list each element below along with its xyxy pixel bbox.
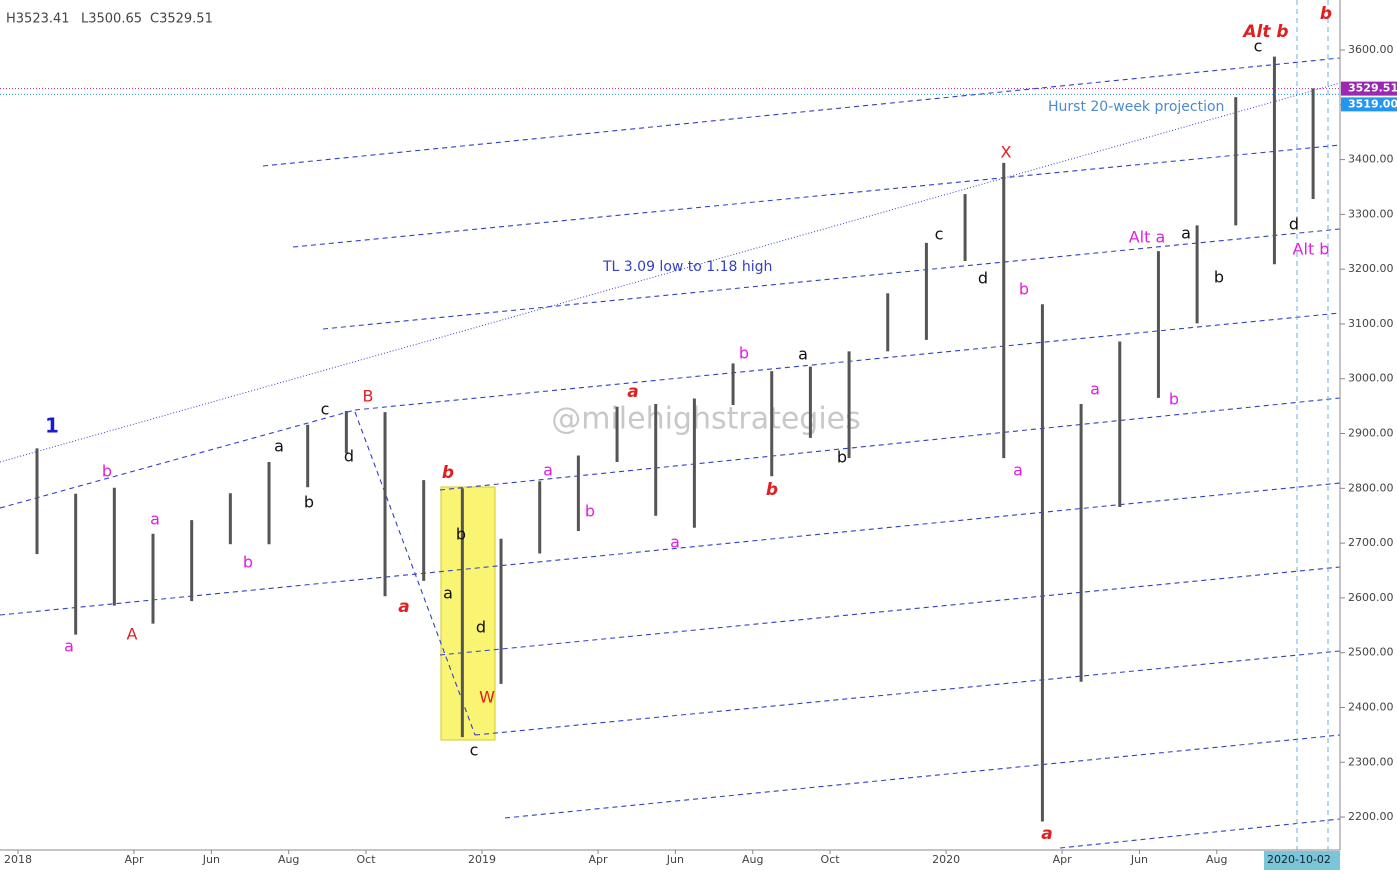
header-close: C3529.51 bbox=[150, 12, 213, 27]
wave-label: a bbox=[627, 382, 638, 402]
wave-label: b bbox=[837, 448, 847, 467]
y-tick-label: 3100.00 bbox=[1348, 317, 1394, 330]
wave-label: b bbox=[243, 553, 253, 572]
trend-note: TL 3.09 low to 1.18 high bbox=[602, 259, 772, 275]
wave-label: b bbox=[1019, 280, 1029, 299]
y-tick-label: 2300.00 bbox=[1348, 755, 1394, 768]
cursor-date: 2020-10-02 bbox=[1267, 853, 1331, 866]
wave-label: a bbox=[274, 437, 284, 456]
wave-label: b bbox=[456, 525, 466, 544]
x-tick-label: Apr bbox=[589, 853, 609, 866]
y-tick-label: 2700.00 bbox=[1348, 536, 1394, 549]
wave-label: Alt b bbox=[1293, 240, 1330, 259]
y-tick-label: 2400.00 bbox=[1348, 700, 1394, 713]
wave-label: Alt a bbox=[1129, 228, 1166, 247]
wave-label: X bbox=[1001, 143, 1012, 162]
wave-label: d bbox=[978, 269, 988, 288]
wave-label: a bbox=[1181, 224, 1191, 243]
y-tick-label: 2900.00 bbox=[1348, 427, 1394, 440]
wave-label: d bbox=[476, 618, 486, 637]
wave-label: 1 bbox=[45, 414, 59, 438]
highlight-box bbox=[440, 486, 496, 741]
wave-label: c bbox=[470, 741, 479, 760]
wave-label: b bbox=[102, 462, 112, 481]
wave-label: b bbox=[1214, 268, 1224, 287]
wave-label: c bbox=[935, 225, 944, 244]
x-tick-label: Aug bbox=[742, 853, 763, 866]
time-axis bbox=[0, 850, 1397, 870]
wave-label: a bbox=[150, 510, 160, 529]
x-tick-label: Apr bbox=[1053, 853, 1073, 866]
x-tick-label: Jun bbox=[666, 853, 684, 866]
x-tick-label: Aug bbox=[1206, 853, 1227, 866]
wave-label: a bbox=[1090, 380, 1100, 399]
trend-lines bbox=[0, 0, 1341, 850]
x-tick-label: 2019 bbox=[468, 853, 496, 866]
wave-label: a bbox=[443, 584, 453, 603]
y-tick-label: 2500.00 bbox=[1348, 646, 1394, 659]
wave-label: a bbox=[64, 637, 74, 656]
y-tick-label: 3300.00 bbox=[1348, 207, 1394, 220]
y-tick-label: 2600.00 bbox=[1348, 591, 1394, 604]
wave-label: b bbox=[585, 502, 595, 521]
y-tick-label: 3400.00 bbox=[1348, 153, 1394, 166]
wave-label: d bbox=[344, 447, 354, 466]
x-tick-label: Jun bbox=[1130, 853, 1148, 866]
y-tick-label: 3000.00 bbox=[1348, 372, 1394, 385]
wave-label: a bbox=[543, 461, 553, 480]
wave-label: A bbox=[127, 625, 138, 644]
price-marker-box bbox=[1341, 81, 1397, 96]
y-tick-label: 2200.00 bbox=[1348, 810, 1394, 823]
wave-label: b bbox=[766, 480, 778, 500]
x-tick-label: Apr bbox=[124, 853, 144, 866]
wave-label: b bbox=[442, 463, 454, 483]
wave-label: b bbox=[304, 493, 314, 512]
price-marker-label: 3519.00 bbox=[1348, 97, 1397, 110]
x-tick-label: 2020 bbox=[932, 853, 960, 866]
wave-label: Alt b bbox=[1241, 22, 1288, 42]
x-tick-label: Jun bbox=[202, 853, 220, 866]
watermark: @milehighstrategies bbox=[551, 402, 861, 437]
cursor-date-box bbox=[1264, 851, 1340, 870]
wave-label: a bbox=[1041, 824, 1052, 844]
wave-label: c bbox=[321, 400, 330, 419]
x-tick-label: Oct bbox=[821, 853, 841, 866]
header-low: L3500.65 bbox=[81, 12, 142, 27]
y-tick-label: 3200.00 bbox=[1348, 262, 1394, 275]
wave-label: a bbox=[398, 597, 409, 617]
wave-label: W bbox=[479, 688, 495, 707]
wave-label: B bbox=[363, 387, 374, 406]
header-high: H3523.41 bbox=[6, 12, 70, 27]
projection-note: Hurst 20-week projection bbox=[1048, 99, 1224, 115]
price-axis bbox=[1340, 0, 1397, 870]
x-tick-label: Aug bbox=[278, 853, 299, 866]
x-tick-label: Oct bbox=[357, 853, 377, 866]
wave-label: a bbox=[1013, 461, 1023, 480]
x-tick-label: 2018 bbox=[4, 853, 32, 866]
price-marker-box bbox=[1341, 97, 1397, 112]
wave-label: a bbox=[670, 533, 680, 552]
price-marker-label: 3529.51 bbox=[1348, 82, 1397, 95]
wave-label: b bbox=[1320, 4, 1332, 24]
wave-label: d bbox=[1289, 215, 1299, 234]
wave-label: c bbox=[1254, 37, 1263, 56]
wave-label: a bbox=[798, 345, 808, 364]
wave-label: b bbox=[739, 344, 749, 363]
wave-label: b bbox=[1169, 390, 1179, 409]
y-tick-label: 3600.00 bbox=[1348, 43, 1394, 56]
y-tick-label: 2800.00 bbox=[1348, 481, 1394, 494]
